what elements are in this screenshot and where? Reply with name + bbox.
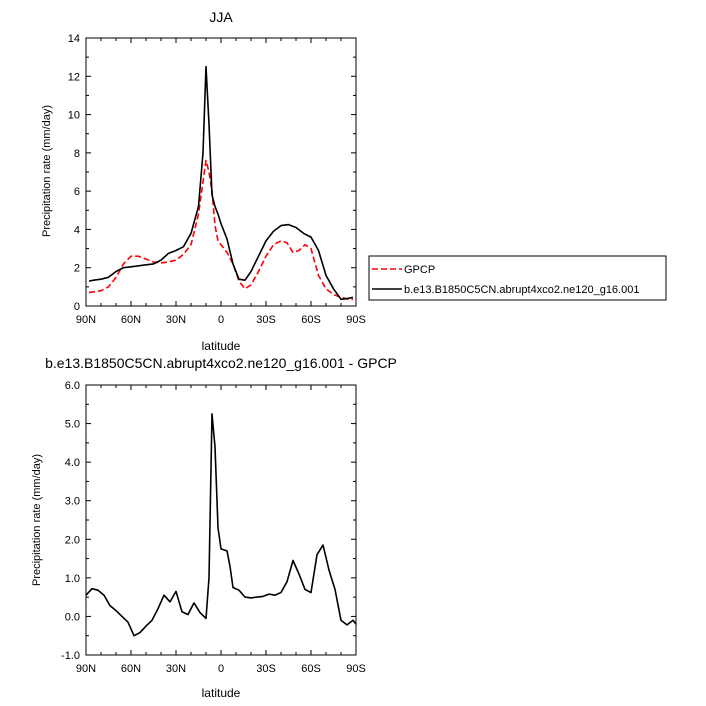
bottom-xtick-label: 30N <box>166 663 186 675</box>
top-ytick-label: 14 <box>68 33 80 45</box>
top-xlabel: latitude <box>202 339 241 353</box>
top-title: JJA <box>209 9 233 25</box>
top-ylabel-group: Precipitation rate (mm/day) <box>41 105 53 237</box>
legend: GPCP b.e13.B1850C5CN.abrupt4xco2.ne120_g… <box>368 255 667 301</box>
bottom-xtick-label: 60S <box>301 663 321 675</box>
top-xtick-label: 0 <box>218 314 224 326</box>
top-xtick-label: 30S <box>256 314 276 326</box>
bottom-ytick-label: 4.0 <box>65 457 80 469</box>
top-panel: JJA Precipitation rate (mm/day) latitude… <box>41 9 667 353</box>
top-ytick-label: 12 <box>68 71 80 83</box>
top-ytick-label: 8 <box>74 148 80 160</box>
bottom-xtick-label: 60N <box>121 663 141 675</box>
top-xtick-label: 60N <box>121 314 141 326</box>
top-xtick-label: 90S <box>346 314 366 326</box>
top-plot-frame <box>85 37 357 307</box>
bottom-ticks: 90N 60N 30N 0 30S 60S 90S -1.0 0.0 1.0 2.0 3.0 4.0 5.… <box>61 380 366 675</box>
top-ytick-label: 10 <box>68 110 80 122</box>
top-xtick-label: 30N <box>166 314 186 326</box>
bottom-ylabel-group: Precipitation rate (mm/day) <box>31 454 43 586</box>
bottom-ylabel: Precipitation rate (mm/day) <box>31 454 43 586</box>
bottom-xtick-label: 30S <box>256 663 276 675</box>
bottom-xtick-label: 90S <box>346 663 366 675</box>
bottom-xtick-label: 90N <box>76 663 96 675</box>
legend-box <box>368 255 667 301</box>
bottom-panel: b.e13.B1850C5CN.abrupt4xco2.ne120_g16.00… <box>31 355 397 700</box>
bottom-ytick-label: 0.0 <box>65 611 80 623</box>
bottom-ytick-label: 5.0 <box>65 419 80 431</box>
bottom-ytick-label: 3.0 <box>65 496 80 508</box>
bottom-xtick-label: 0 <box>218 663 224 675</box>
legend-label-gpcp: GPCP <box>404 264 435 276</box>
top-xtick-label: 60S <box>301 314 321 326</box>
top-ytick-label: 2 <box>74 263 80 275</box>
bottom-ytick-label: 2.0 <box>65 534 80 546</box>
top-series-gpcp-line <box>88 159 353 301</box>
bottom-plot-frame <box>85 384 357 656</box>
bottom-series-group <box>85 413 357 637</box>
bottom-title: b.e13.B1850C5CN.abrupt4xco2.ne120_g16.00… <box>45 355 397 371</box>
bottom-series-difference-line <box>85 413 357 637</box>
top-ticks: 90N 60N 30N 0 30S 60S 90S 0 2 4 6 8 10 12 14 <box>68 33 366 326</box>
bottom-ytick-label: 6.0 <box>65 380 80 392</box>
top-ytick-label: 0 <box>74 301 80 313</box>
top-series-model-line <box>88 65 354 301</box>
top-ylabel: Precipitation rate (mm/day) <box>41 105 53 237</box>
bottom-xlabel: latitude <box>202 686 241 700</box>
top-series-group <box>88 65 354 301</box>
top-ytick-label: 6 <box>74 186 80 198</box>
bottom-ytick-label: -1.0 <box>61 650 80 662</box>
legend-label-model: b.e13.B1850C5CN.abrupt4xco2.ne120_g16.00… <box>404 284 639 296</box>
top-xtick-label: 90N <box>76 314 96 326</box>
bottom-ytick-label: 1.0 <box>65 573 80 585</box>
top-ytick-label: 4 <box>74 224 80 236</box>
